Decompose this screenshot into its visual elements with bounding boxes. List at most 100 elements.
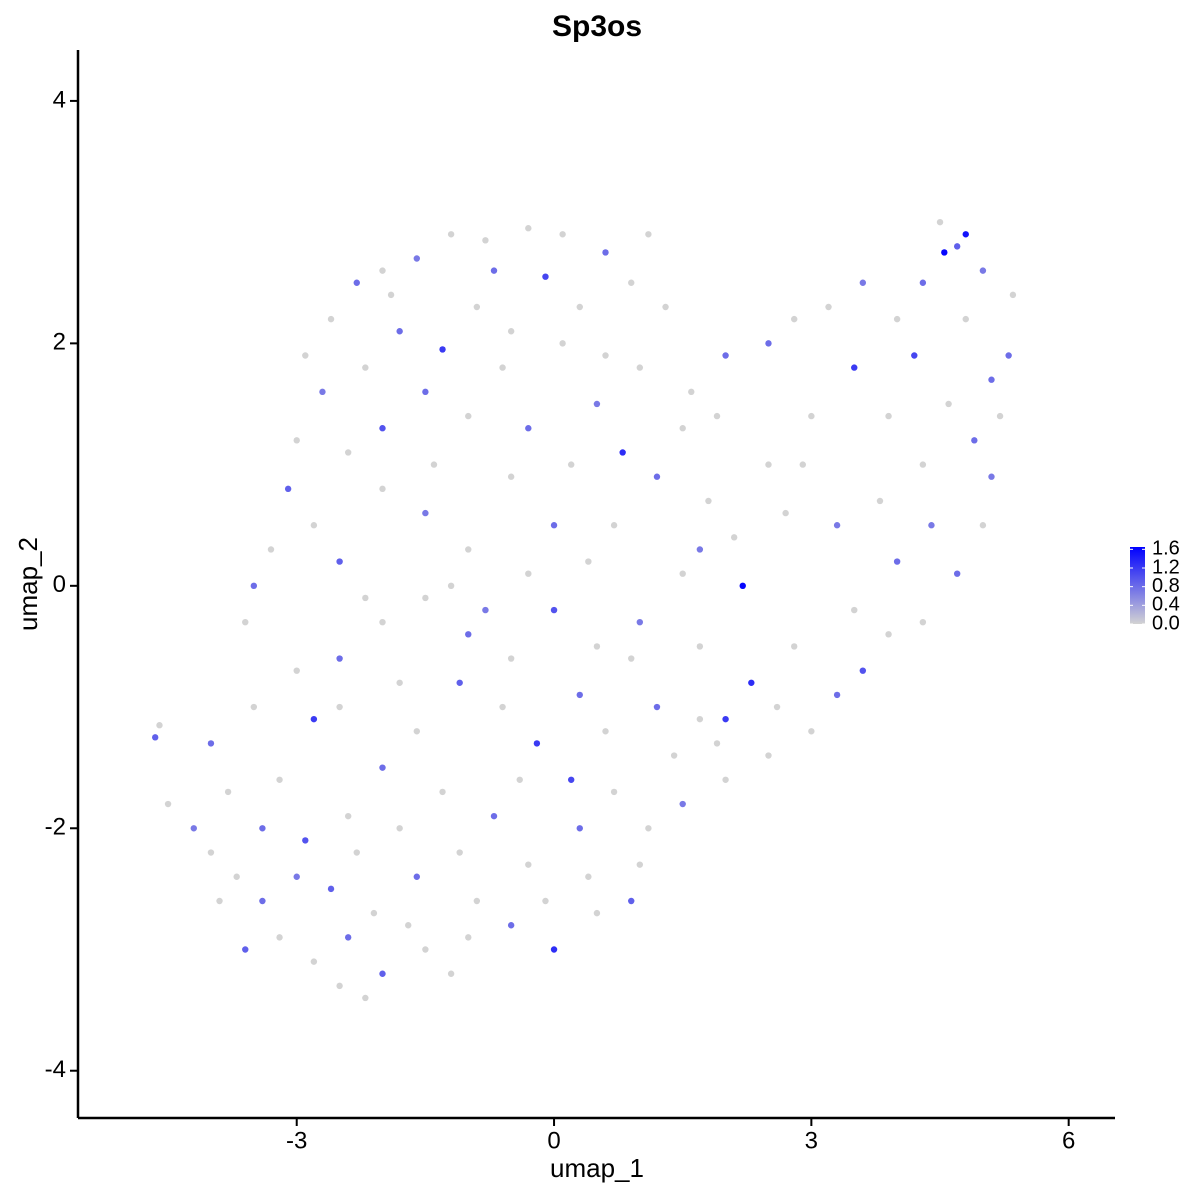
cell-point (507, 922, 515, 929)
cell-point (799, 461, 806, 468)
cell-point (688, 388, 695, 396)
cell-point (610, 788, 618, 796)
cell-point (482, 606, 489, 614)
cell-point (576, 303, 583, 311)
cell-point (533, 740, 541, 747)
cell-point (439, 788, 446, 796)
cell-point (362, 594, 369, 602)
cell-point (250, 582, 258, 590)
cell-point (730, 534, 738, 541)
x-tick-label: 6 (1062, 1127, 1075, 1154)
cell-point (567, 461, 575, 468)
cell-point (465, 412, 472, 420)
cell-point (207, 740, 215, 747)
cell-point (679, 800, 686, 808)
cell-point (833, 691, 841, 699)
cell-point (336, 982, 343, 990)
cell-point (422, 946, 429, 953)
cell-point (379, 267, 386, 274)
cell-point (833, 522, 841, 529)
cell-point (851, 606, 858, 614)
chart-title: Sp3os (552, 10, 642, 43)
y-tick-label: 2 (53, 329, 66, 356)
cell-point (344, 812, 352, 820)
cell-point (310, 715, 318, 723)
cell-point (344, 449, 352, 456)
cell-point (782, 509, 789, 517)
cell-point (302, 352, 309, 359)
cell-point (259, 897, 266, 905)
cell-point (507, 473, 515, 480)
cell-point (370, 909, 378, 917)
cell-point (585, 873, 592, 880)
cell-point (739, 582, 746, 590)
cell-point (396, 679, 403, 686)
cell-point (482, 237, 489, 244)
cell-point (602, 249, 609, 256)
cell-point (645, 231, 652, 238)
cell-point (962, 315, 969, 323)
cell-point (559, 231, 566, 238)
cell-point (353, 279, 360, 286)
cell-point (765, 340, 772, 347)
cell-point (516, 776, 523, 783)
cell-point (319, 388, 326, 396)
cell-point (567, 776, 575, 783)
cell-point (791, 643, 798, 650)
cell-point (919, 279, 927, 286)
y-axis-label: umap_2 (13, 537, 43, 631)
cell-point (953, 570, 961, 577)
cell-point (550, 946, 558, 953)
cell-point (550, 606, 558, 614)
cell-point (696, 546, 704, 553)
cell-point (293, 437, 300, 444)
cell-point (344, 934, 352, 941)
cell-point (422, 509, 429, 517)
cell-point (284, 485, 292, 493)
cell-point (430, 461, 438, 468)
cell-point (911, 352, 918, 359)
cell-point (765, 461, 772, 468)
cell-point (456, 849, 463, 856)
cell-point (653, 473, 661, 480)
cell-point (559, 340, 566, 347)
cell-point (713, 740, 721, 747)
cell-point (696, 643, 704, 650)
y-tick-label: -4 (45, 1056, 66, 1083)
cell-point (645, 825, 652, 832)
cell-point (988, 473, 995, 480)
cell-point (885, 631, 892, 638)
cell-point (473, 897, 481, 905)
cell-point (259, 825, 266, 832)
cell-point (996, 412, 1004, 420)
cell-point (628, 655, 635, 662)
cell-point (628, 897, 635, 905)
cell-point (945, 400, 952, 408)
cell-point (422, 388, 429, 396)
cell-point (267, 546, 275, 553)
cell-point (808, 728, 815, 735)
cell-point (628, 279, 635, 286)
cell-point (465, 934, 472, 941)
colorbar (1130, 547, 1145, 624)
cell-point (525, 225, 532, 232)
cell-point (885, 412, 892, 420)
cell-point (576, 691, 583, 699)
cell-point (396, 328, 403, 335)
cell-point (233, 873, 240, 880)
cell-point (327, 315, 335, 323)
cell-point (893, 558, 901, 565)
cell-point (550, 522, 558, 529)
cell-point (353, 849, 360, 856)
cell-point (825, 303, 832, 311)
cell-point (525, 570, 532, 577)
cell-point (447, 231, 455, 238)
cell-point (585, 558, 592, 565)
cell-point (713, 412, 721, 420)
cell-point (447, 970, 455, 977)
cell-point (465, 631, 472, 638)
y-tick-label: -2 (45, 814, 66, 841)
cell-point (276, 776, 283, 783)
cell-point (722, 352, 729, 359)
